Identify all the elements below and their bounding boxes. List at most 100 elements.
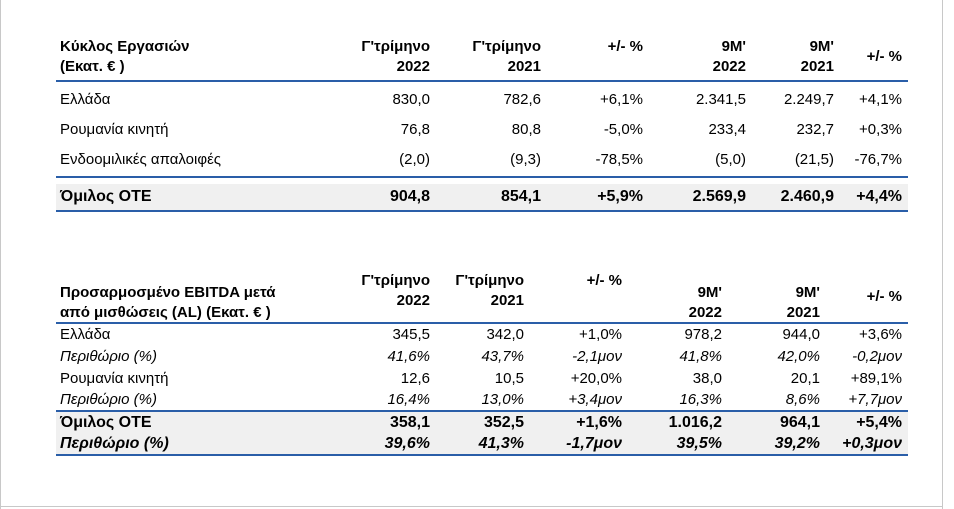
cell: 233,4	[708, 121, 746, 138]
header-label-line2: (Εκατ. € )	[60, 58, 125, 75]
cell: 39,5%	[676, 435, 722, 452]
cell: 38,0	[692, 370, 722, 387]
header-9m-2022: 9Μ'	[721, 38, 746, 55]
cell: +5,9%	[597, 188, 643, 205]
header-change-9m: +/- %	[866, 288, 902, 305]
cell: 20,1	[790, 370, 820, 387]
cell: -0,2μον	[852, 348, 902, 365]
cell: 944,0	[782, 326, 820, 343]
cell: -78,5%	[595, 151, 643, 168]
table-header: Προσαρμοσμένο EBITDA μετά από μισθώσεις …	[56, 272, 908, 322]
frame-bottom-border	[0, 506, 943, 507]
cell: 1.016,2	[668, 414, 722, 431]
row-label: Ρουμανία κινητή	[60, 121, 169, 138]
header-label-line2: από μισθώσεις (AL) (Εκατ. € )	[60, 304, 271, 321]
row-label: Ελλάδα	[60, 91, 111, 108]
row-label: Περιθώριο (%)	[60, 348, 157, 365]
table-bottom-rule	[56, 454, 908, 456]
cell: -2,1μον	[572, 348, 622, 365]
cell: 39,2%	[774, 435, 820, 452]
cell: +20,0%	[570, 370, 622, 387]
total-row: Όμιλος ΟΤΕ 358,1 352,5 +1,6% 1.016,2 964…	[56, 412, 908, 433]
header-rule	[56, 322, 908, 324]
header-9m-2021: 9Μ'	[795, 284, 820, 301]
cell: 41,6%	[387, 348, 430, 365]
header-9m-2021-year: 2021	[800, 58, 834, 75]
header-q3-2022: Γ'τρίμηνο	[361, 272, 430, 289]
cell: 13,0%	[481, 391, 524, 408]
cell: 345,5	[392, 326, 430, 343]
cell: 904,8	[389, 188, 430, 205]
cell: 854,1	[500, 188, 541, 205]
header-9m-2022: 9Μ'	[697, 284, 722, 301]
cell: (9,3)	[510, 151, 541, 168]
table-row: Ρουμανία κινητή 76,8 80,8 -5,0% 233,4 23…	[56, 121, 908, 143]
cell: 16,4%	[387, 391, 430, 408]
cell: -1,7μον	[566, 435, 622, 452]
cell: 43,7%	[481, 348, 524, 365]
table-row: Ελλάδα 345,5 342,0 +1,0% 978,2 944,0 +3,…	[56, 326, 908, 346]
header-label-line1: Κύκλος Εργασιών	[60, 38, 190, 55]
table-row: Ενδοομιλικές απαλοιφές (2,0) (9,3) -78,5…	[56, 151, 908, 173]
total-rule-bottom	[56, 210, 908, 212]
header-q3-2022-year: 2022	[396, 58, 430, 75]
cell: 42,0%	[777, 348, 820, 365]
cell: -5,0%	[603, 121, 643, 138]
cell: +1,0%	[579, 326, 622, 343]
table-row: Περιθώριο (%) 41,6% 43,7% -2,1μον 41,8% …	[56, 348, 908, 368]
cell: 358,1	[389, 414, 430, 431]
cell: +3,4μον	[568, 391, 622, 408]
cell: +4,1%	[859, 91, 902, 108]
cell: 80,8	[511, 121, 541, 138]
cell: +0,3μον	[842, 435, 902, 452]
table-row: Ελλάδα 830,0 782,6 +6,1% 2.341,5 2.249,7…	[56, 91, 908, 113]
table-row: Περιθώριο (%) 16,4% 13,0% +3,4μον 16,3% …	[56, 391, 908, 411]
cell: 352,5	[483, 414, 524, 431]
row-label: Περιθώριο (%)	[60, 391, 157, 408]
cell: 2.460,9	[780, 188, 834, 205]
cell: (5,0)	[715, 151, 746, 168]
header-9m-2021-year: 2021	[786, 304, 820, 321]
header-9m-2022-year: 2022	[712, 58, 746, 75]
cell: +89,1%	[850, 370, 902, 387]
cell: 10,5	[494, 370, 524, 387]
row-label: Ελλάδα	[60, 326, 111, 343]
cell: 76,8	[400, 121, 430, 138]
total-label: Όμιλος ΟΤΕ	[60, 414, 152, 431]
header-q3-2021: Γ'τρίμηνο	[472, 38, 541, 55]
cell: 830,0	[392, 91, 430, 108]
total-margin-row: Περιθώριο (%) 39,6% 41,3% -1,7μον 39,5% …	[56, 433, 908, 454]
total-row: Όμιλος ΟΤΕ 904,8 854,1 +5,9% 2.569,9 2.4…	[56, 184, 908, 210]
header-9m-2021: 9Μ'	[809, 38, 834, 55]
header-q3-2021: Γ'τρίμηνο	[455, 272, 524, 289]
total-rule-top	[56, 176, 908, 178]
cell: +4,4%	[856, 188, 902, 205]
cell: (21,5)	[794, 151, 834, 168]
cell: 16,3%	[679, 391, 722, 408]
cell: 12,6	[400, 370, 430, 387]
header-q3-2022-year: 2022	[396, 292, 430, 309]
row-label: Ενδοομιλικές απαλοιφές	[60, 151, 222, 168]
cell: -76,7%	[854, 151, 902, 168]
cell: 2.341,5	[695, 91, 746, 108]
header-change-9m: +/- %	[866, 48, 902, 65]
cell: +6,1%	[600, 91, 643, 108]
cell: 782,6	[503, 91, 541, 108]
total-rule-top	[56, 410, 908, 412]
cell: +1,6%	[576, 414, 622, 431]
cell: +3,6%	[859, 326, 902, 343]
frame-right-border	[942, 0, 943, 509]
header-label-line1: Προσαρμοσμένο EBITDA μετά	[60, 284, 276, 301]
cell: 41,3%	[478, 435, 524, 452]
cell: (2,0)	[399, 151, 430, 168]
header-rule	[56, 80, 908, 82]
cell: +0,3%	[859, 121, 902, 138]
header-change-q: +/- %	[586, 272, 622, 289]
cell: 2.569,9	[692, 188, 746, 205]
table-row: Ρουμανία κινητή 12,6 10,5 +20,0% 38,0 20…	[56, 370, 908, 390]
cell: 978,2	[684, 326, 722, 343]
cell: 232,7	[796, 121, 834, 138]
header-q3-2022: Γ'τρίμηνο	[361, 38, 430, 55]
header-change-q: +/- %	[607, 38, 643, 55]
cell: 964,1	[779, 414, 820, 431]
